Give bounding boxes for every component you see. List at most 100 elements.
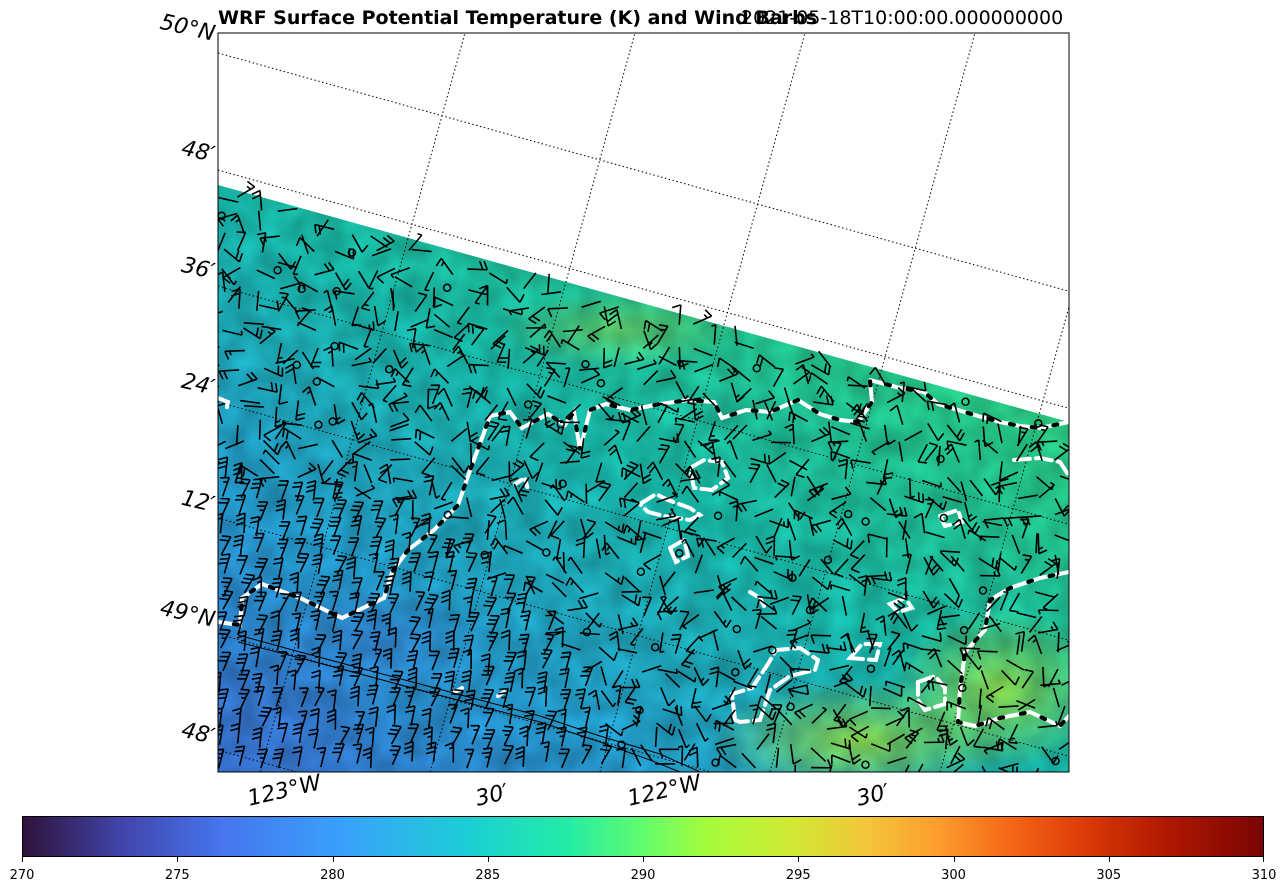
calm-circle bbox=[650, 642, 660, 652]
wind-barb bbox=[692, 309, 713, 325]
wind-barb bbox=[316, 575, 331, 596]
wind-barb bbox=[379, 463, 392, 485]
wind-barb bbox=[640, 405, 648, 426]
wind-barb bbox=[491, 474, 512, 482]
calm-circle bbox=[732, 624, 742, 634]
wind-barb bbox=[547, 395, 567, 404]
wind-barb bbox=[674, 423, 685, 444]
wind-barb bbox=[363, 327, 373, 348]
wind-barb bbox=[698, 538, 716, 556]
wind-barb bbox=[674, 417, 696, 423]
wind-barb bbox=[409, 616, 422, 636]
wind-barb bbox=[980, 670, 989, 690]
wind-barb bbox=[1040, 679, 1062, 687]
wind-barb bbox=[1016, 634, 1021, 655]
wind-barb bbox=[256, 290, 260, 311]
wind-barb bbox=[754, 508, 774, 518]
wind-barb bbox=[1015, 443, 1028, 462]
wind-barb bbox=[471, 389, 492, 405]
wind-barb bbox=[488, 576, 498, 597]
wind-barb bbox=[237, 669, 251, 690]
wind-barb bbox=[520, 610, 531, 631]
wind-barb bbox=[946, 752, 966, 769]
wind-barb bbox=[261, 325, 282, 331]
wind-barb bbox=[1042, 593, 1059, 611]
wind-barb bbox=[978, 688, 982, 709]
wind-barb bbox=[444, 550, 455, 572]
wind-barb bbox=[375, 571, 385, 591]
wind-barb bbox=[462, 648, 472, 670]
wind-barb bbox=[333, 499, 348, 519]
wind-barb bbox=[795, 364, 810, 385]
wind-barb bbox=[545, 362, 561, 379]
wind-barb bbox=[678, 610, 690, 631]
wind-barb bbox=[541, 291, 562, 296]
wind-barb bbox=[292, 745, 303, 767]
wind-barb bbox=[887, 599, 906, 618]
wind-barb bbox=[885, 710, 905, 727]
wind-barb bbox=[830, 584, 851, 592]
wind-barb bbox=[433, 501, 454, 510]
calm-wind-circles bbox=[218, 211, 1060, 769]
calm-circle bbox=[866, 664, 876, 673]
wind-barb bbox=[900, 706, 910, 728]
wind-barb bbox=[927, 605, 947, 615]
calm-circle bbox=[805, 605, 815, 615]
wind-barb bbox=[431, 673, 443, 693]
wind-barb bbox=[314, 686, 325, 707]
wind-barb bbox=[351, 401, 368, 421]
wind-barb bbox=[973, 728, 985, 749]
wind-barb bbox=[981, 439, 999, 454]
wind-barb bbox=[277, 538, 289, 559]
wind-barb bbox=[1020, 554, 1033, 574]
wind-barb bbox=[581, 744, 593, 764]
wind-barb bbox=[258, 300, 280, 311]
wind-barb bbox=[392, 349, 409, 369]
wind-barb bbox=[388, 401, 409, 413]
wind-barb bbox=[683, 440, 697, 459]
wind-barb bbox=[773, 517, 783, 538]
wind-barb bbox=[708, 421, 718, 442]
wind-barb bbox=[598, 481, 612, 502]
wind-barb bbox=[598, 646, 618, 662]
wind-barb bbox=[562, 551, 566, 573]
wind-barb bbox=[621, 467, 641, 479]
wind-barb bbox=[369, 631, 381, 652]
wind-barb bbox=[279, 275, 301, 290]
wind-barb bbox=[482, 729, 496, 749]
wind-barb bbox=[695, 722, 709, 742]
wind-barb bbox=[985, 596, 1001, 613]
wind-barb bbox=[755, 390, 776, 405]
wind-barb bbox=[295, 237, 315, 253]
wind-barb bbox=[368, 402, 378, 423]
wind-barb bbox=[696, 537, 717, 548]
wind-barb bbox=[664, 672, 681, 688]
wind-barb bbox=[949, 745, 961, 765]
wind-barb bbox=[475, 456, 490, 477]
wind-barb bbox=[698, 628, 718, 642]
wind-barb bbox=[642, 665, 662, 673]
wind-barb bbox=[411, 248, 432, 253]
wind-barb bbox=[866, 633, 878, 654]
wind-barb bbox=[506, 387, 517, 407]
wind-barb bbox=[272, 557, 284, 578]
wind-barb bbox=[1015, 630, 1026, 652]
wind-barb bbox=[357, 428, 378, 444]
wind-barb bbox=[353, 440, 371, 455]
wind-barb bbox=[581, 706, 591, 727]
wind-barb bbox=[274, 406, 285, 428]
wind-barb bbox=[224, 349, 245, 360]
wind-barb bbox=[287, 669, 297, 691]
wind-barb bbox=[474, 286, 488, 305]
wind-barb bbox=[428, 551, 440, 572]
wind-barb bbox=[841, 595, 848, 616]
calm-circle bbox=[636, 567, 646, 577]
wind-barb bbox=[897, 576, 907, 598]
wind-barb bbox=[601, 542, 620, 560]
wind-barb bbox=[876, 476, 887, 495]
wind-barb bbox=[757, 705, 777, 721]
wind-barb bbox=[427, 533, 438, 554]
wind-barb bbox=[536, 671, 548, 692]
wind-barb bbox=[587, 689, 601, 711]
wind-barb bbox=[831, 486, 852, 501]
